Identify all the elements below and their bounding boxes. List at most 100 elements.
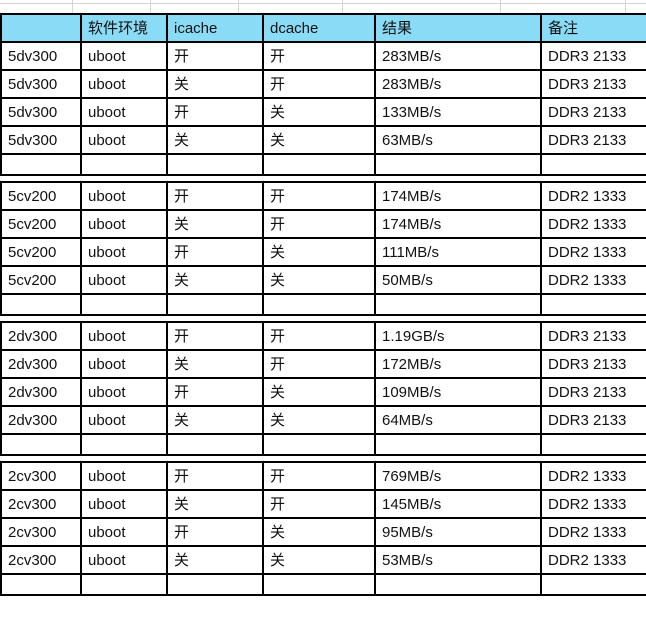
cell-chip[interactable]: 5dv300 <box>0 41 82 71</box>
cell-chip[interactable]: 5dv300 <box>0 125 82 155</box>
cell-result[interactable]: 111MB/s <box>374 237 542 267</box>
cell-icache[interactable]: 开 <box>166 181 264 211</box>
empty-cell[interactable] <box>374 573 542 596</box>
empty-cell[interactable] <box>166 433 264 456</box>
cell-dcache[interactable]: 开 <box>262 209 376 239</box>
cell-chip[interactable]: 5dv300 <box>0 97 82 127</box>
cell-note[interactable]: DDR2 1333 <box>540 265 646 295</box>
cell-result[interactable]: 283MB/s <box>374 41 542 71</box>
empty-cell[interactable] <box>80 433 168 456</box>
empty-cell[interactable] <box>262 433 376 456</box>
cell-env[interactable]: uboot <box>80 377 168 407</box>
cell-result[interactable]: 50MB/s <box>374 265 542 295</box>
cell-dcache[interactable]: 关 <box>262 265 376 295</box>
header-cell-dcache[interactable]: dcache <box>262 13 376 43</box>
cell-dcache[interactable]: 开 <box>262 349 376 379</box>
cell-dcache[interactable]: 开 <box>262 321 376 351</box>
cell-result[interactable]: 1.19GB/s <box>374 321 542 351</box>
cell-dcache[interactable]: 关 <box>262 237 376 267</box>
empty-cell[interactable] <box>262 293 376 316</box>
cell-chip[interactable]: 5cv200 <box>0 181 82 211</box>
cell-icache[interactable]: 开 <box>166 237 264 267</box>
empty-cell[interactable] <box>80 153 168 176</box>
empty-cell[interactable] <box>262 573 376 596</box>
cell-dcache[interactable]: 开 <box>262 41 376 71</box>
empty-cell[interactable] <box>540 293 646 316</box>
cell-result[interactable]: 133MB/s <box>374 97 542 127</box>
cell-note[interactable]: DDR2 1333 <box>540 489 646 519</box>
cell-chip[interactable]: 2cv300 <box>0 545 82 575</box>
empty-cell[interactable] <box>0 433 82 456</box>
cell-chip[interactable]: 5cv200 <box>0 209 82 239</box>
cell-dcache[interactable]: 关 <box>262 125 376 155</box>
cell-note[interactable]: DDR3 2133 <box>540 377 646 407</box>
cell-chip[interactable]: 2cv300 <box>0 517 82 547</box>
cell-chip[interactable]: 2cv300 <box>0 461 82 491</box>
cell-icache[interactable]: 开 <box>166 97 264 127</box>
header-cell-env[interactable]: 软件环境 <box>80 13 168 43</box>
cell-dcache[interactable]: 开 <box>262 69 376 99</box>
empty-cell[interactable] <box>540 153 646 176</box>
cell-dcache[interactable]: 关 <box>262 545 376 575</box>
cell-note[interactable]: DDR3 2133 <box>540 405 646 435</box>
cell-icache[interactable]: 开 <box>166 41 264 71</box>
cell-result[interactable]: 109MB/s <box>374 377 542 407</box>
cell-env[interactable]: uboot <box>80 237 168 267</box>
cell-env[interactable]: uboot <box>80 265 168 295</box>
cell-result[interactable]: 95MB/s <box>374 517 542 547</box>
empty-cell[interactable] <box>374 433 542 456</box>
cell-result[interactable]: 174MB/s <box>374 181 542 211</box>
cell-icache[interactable]: 开 <box>166 517 264 547</box>
cell-result[interactable]: 174MB/s <box>374 209 542 239</box>
cell-note[interactable]: DDR3 2133 <box>540 349 646 379</box>
cell-icache[interactable]: 开 <box>166 377 264 407</box>
cell-env[interactable]: uboot <box>80 41 168 71</box>
cell-note[interactable]: DDR3 2133 <box>540 125 646 155</box>
cell-result[interactable]: 53MB/s <box>374 545 542 575</box>
cell-result[interactable]: 769MB/s <box>374 461 542 491</box>
empty-cell[interactable] <box>374 293 542 316</box>
cell-icache[interactable]: 关 <box>166 489 264 519</box>
cell-dcache[interactable]: 开 <box>262 181 376 211</box>
cell-chip[interactable]: 2dv300 <box>0 405 82 435</box>
header-cell-icache[interactable]: icache <box>166 13 264 43</box>
cell-env[interactable]: uboot <box>80 321 168 351</box>
cell-env[interactable]: uboot <box>80 349 168 379</box>
cell-icache[interactable]: 开 <box>166 461 264 491</box>
cell-chip[interactable]: 5cv200 <box>0 237 82 267</box>
cell-icache[interactable]: 关 <box>166 125 264 155</box>
cell-note[interactable]: DDR2 1333 <box>540 517 646 547</box>
cell-note[interactable]: DDR3 2133 <box>540 41 646 71</box>
cell-dcache[interactable]: 关 <box>262 405 376 435</box>
empty-cell[interactable] <box>374 153 542 176</box>
cell-result[interactable]: 145MB/s <box>374 489 542 519</box>
empty-cell[interactable] <box>166 153 264 176</box>
empty-cell[interactable] <box>166 573 264 596</box>
cell-dcache[interactable]: 关 <box>262 377 376 407</box>
header-cell-note[interactable]: 备注 <box>540 13 646 43</box>
cell-note[interactable]: DDR2 1333 <box>540 209 646 239</box>
empty-cell[interactable] <box>540 433 646 456</box>
empty-cell[interactable] <box>0 573 82 596</box>
cell-note[interactable]: DDR2 1333 <box>540 461 646 491</box>
empty-cell[interactable] <box>80 573 168 596</box>
cell-note[interactable]: DDR3 2133 <box>540 321 646 351</box>
cell-icache[interactable]: 关 <box>166 349 264 379</box>
empty-cell[interactable] <box>80 293 168 316</box>
cell-result[interactable]: 64MB/s <box>374 405 542 435</box>
cell-result[interactable]: 283MB/s <box>374 69 542 99</box>
cell-env[interactable]: uboot <box>80 517 168 547</box>
cell-chip[interactable]: 2dv300 <box>0 377 82 407</box>
cell-chip[interactable]: 2dv300 <box>0 349 82 379</box>
cell-icache[interactable]: 关 <box>166 545 264 575</box>
cell-note[interactable]: DDR2 1333 <box>540 181 646 211</box>
cell-env[interactable]: uboot <box>80 125 168 155</box>
empty-cell[interactable] <box>0 293 82 316</box>
empty-cell[interactable] <box>0 153 82 176</box>
empty-cell[interactable] <box>262 153 376 176</box>
cell-env[interactable]: uboot <box>80 461 168 491</box>
cell-icache[interactable]: 关 <box>166 69 264 99</box>
cell-chip[interactable]: 5dv300 <box>0 69 82 99</box>
cell-env[interactable]: uboot <box>80 181 168 211</box>
header-cell-result[interactable]: 结果 <box>374 13 542 43</box>
